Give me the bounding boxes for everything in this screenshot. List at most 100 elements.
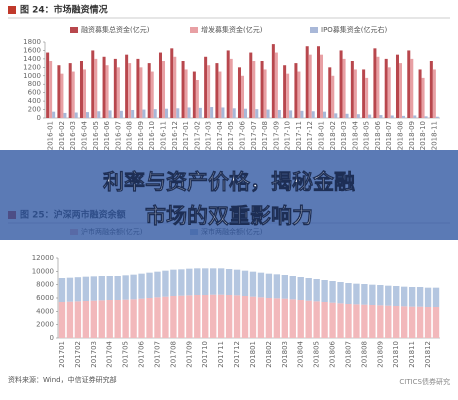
banner-text: 市场的双重影响力 [145,204,313,228]
bar-segment [416,287,424,307]
bar-segment [90,300,97,338]
x-tick-label: 201812 [424,341,432,368]
bar-segment [281,275,288,299]
bar-segment [194,295,201,338]
bar [283,65,287,118]
bar-segment [98,276,105,301]
bar [260,61,264,118]
bar-segment [114,276,121,300]
bar [334,113,338,118]
bar [82,69,87,118]
x-tick-label: 201811 [408,341,416,368]
banner-band [0,150,458,240]
bar [328,67,332,118]
bar [286,73,290,118]
x-tick-label: 201701 [58,341,66,368]
bar-segment [178,269,185,296]
bar [308,54,312,118]
bar [91,50,95,118]
bar-segment [369,305,376,338]
bar-segment [385,285,392,306]
x-tick-label: 2017-10 [284,121,292,150]
bar [356,114,360,118]
bar [131,109,135,118]
bar-segment [130,274,137,300]
bar-segment [90,276,97,301]
bar-segment [345,283,352,304]
bar [274,52,278,118]
bar-segment [424,307,432,338]
bar [173,56,177,118]
x-tick-label: 2018-01 [318,121,326,150]
bar-segment [361,284,368,305]
bar [418,69,422,118]
x-tick-label: 2017-08 [261,121,269,150]
bar [387,67,391,118]
bar [113,58,117,118]
x-tick-label: 201804 [297,340,305,367]
bar [232,108,236,118]
y-tick-label: 10000 [32,267,54,275]
x-tick-label: 201808 [360,341,368,368]
bar [218,71,222,118]
y-tick-label: 8000 [36,281,54,289]
y-tick-label: 1000 [23,72,41,80]
y-tick-label: 1600 [23,46,41,54]
chart-title: 图 24：市场融资情况 [20,4,108,16]
bar [79,61,83,118]
bar-segment [289,299,296,338]
bar [52,111,56,118]
bar [410,58,414,118]
y-tick-label: 0 [50,334,54,342]
x-tick-label: 201809 [376,341,384,368]
bar [210,107,214,118]
bar-segment [257,272,265,298]
bar [150,71,154,118]
bar [432,69,436,118]
bar [297,71,301,118]
bar-segment [225,295,233,338]
bar-segment [401,306,408,338]
watermark: CITICS债券研究 [399,377,450,386]
bar [240,75,245,118]
x-tick-label: 2017-01 [182,121,190,150]
bar-segment [162,296,169,338]
y-tick-label: 4000 [36,307,54,315]
bar [108,110,112,118]
bar [63,112,67,118]
bar [342,58,346,118]
bar-segment [130,299,137,338]
bar-segment [106,276,113,300]
x-tick-label: 201805 [313,341,321,368]
bar [192,71,196,118]
bar-segment [321,302,328,338]
bar-segment [265,273,273,298]
bar-segment [321,280,328,302]
bar [181,61,185,118]
x-tick-label: 2016-05 [92,121,100,150]
bar [319,54,324,118]
bar-segment [297,277,304,300]
bar-segment [217,268,225,295]
x-tick-label: 2016-02 [58,121,66,150]
bar-segment [377,285,384,306]
bar-segment [233,269,241,296]
bar [49,61,53,118]
bar-segment [305,278,312,301]
bar-segment [122,275,129,300]
x-tick-label: 201702 [74,341,82,368]
bar-segment [249,296,257,338]
bar-segment [58,302,66,338]
bar-segment [273,298,281,338]
bar [105,65,109,118]
bar [402,115,406,118]
x-tick-label: 2016-12 [171,121,179,150]
bar-segment [186,295,193,338]
bar [289,110,293,118]
x-tick-label: 201704 [106,340,114,367]
bar-segment [138,273,145,299]
legend-label: 增发募集资金(亿元) [201,25,263,34]
y-tick-label: 2000 [36,321,54,329]
bar-segment [377,305,384,338]
